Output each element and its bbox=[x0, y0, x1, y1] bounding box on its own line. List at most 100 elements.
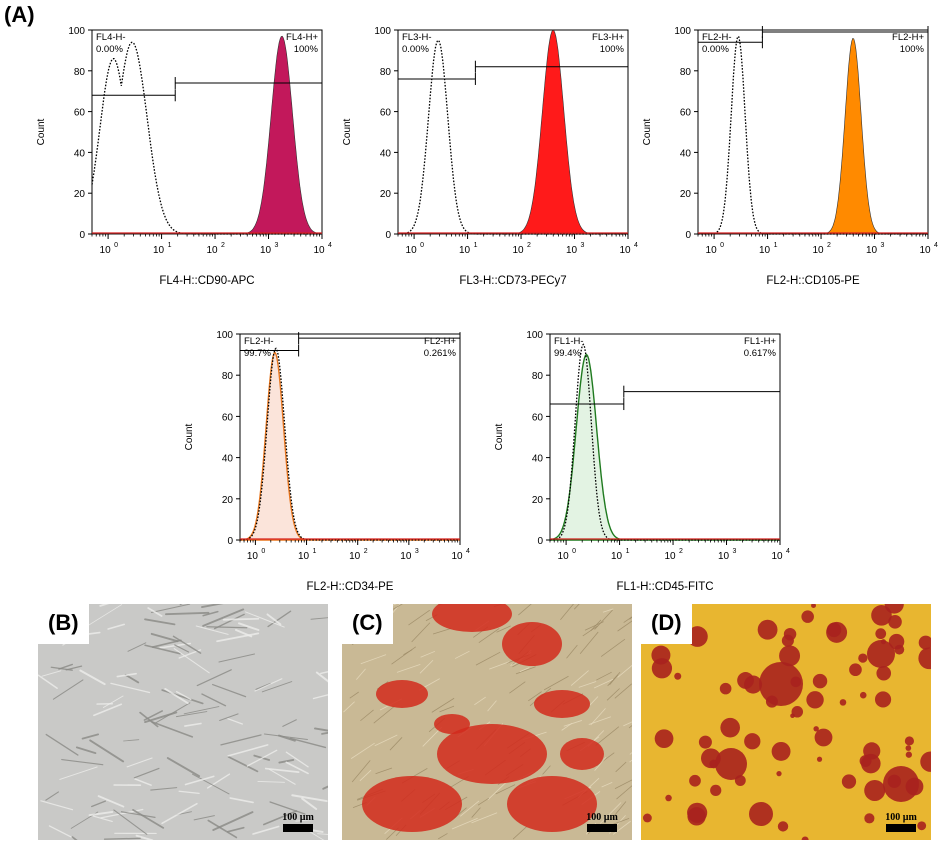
fiber-streak bbox=[431, 697, 455, 713]
fiber-streak bbox=[496, 625, 511, 633]
cell-streak bbox=[132, 809, 165, 829]
cell-streak bbox=[178, 790, 200, 795]
x-tick-exponent-1e4: 4 bbox=[328, 242, 332, 249]
photo-label-c: (C) bbox=[342, 604, 393, 644]
lipid-droplet-cluster bbox=[859, 691, 867, 699]
fiber-streak bbox=[475, 651, 501, 666]
cell-streak bbox=[192, 773, 230, 795]
lipid-droplet-cluster bbox=[864, 779, 886, 802]
fiber-streak bbox=[579, 631, 599, 655]
cell-streak bbox=[285, 751, 309, 768]
y-tick-label-80: 80 bbox=[380, 67, 392, 78]
lipid-droplet-cluster bbox=[861, 753, 881, 774]
cell-streak bbox=[110, 682, 151, 694]
fiber-streak bbox=[609, 674, 619, 686]
cell-streak bbox=[202, 608, 245, 627]
fiber-streak bbox=[459, 800, 480, 817]
cell-streak bbox=[85, 604, 123, 627]
y-tick-label-0: 0 bbox=[685, 230, 691, 241]
fiber-streak bbox=[607, 671, 621, 687]
fiber-streak bbox=[566, 644, 578, 659]
cell-streak bbox=[92, 815, 113, 823]
cell-streak bbox=[226, 826, 245, 833]
fiber-streak bbox=[389, 737, 403, 751]
fiber-streak bbox=[512, 826, 527, 840]
cell-streak bbox=[175, 711, 208, 718]
fiber-streak bbox=[408, 609, 430, 626]
x-tick-exponent-1e2: 2 bbox=[221, 242, 225, 249]
lipid-droplet-cluster bbox=[806, 691, 824, 709]
fiber-streak bbox=[477, 797, 490, 806]
cell-streak bbox=[227, 744, 269, 757]
fiber-streak bbox=[599, 802, 622, 824]
cell-streak bbox=[317, 833, 328, 835]
fiber-streak bbox=[478, 628, 500, 643]
gate-negative-percent: 0.00% bbox=[402, 44, 429, 55]
scale-label-d: 100 µm bbox=[885, 812, 917, 823]
sample-histogram bbox=[398, 29, 628, 235]
y-tick-label-100: 100 bbox=[68, 26, 85, 37]
figure-label-a: (A) bbox=[4, 2, 35, 27]
fiber-streak bbox=[391, 646, 416, 665]
fiber-streak bbox=[350, 742, 375, 759]
cell-streak bbox=[220, 734, 262, 746]
cell-streak bbox=[150, 787, 178, 791]
y-tick-label-40: 40 bbox=[680, 148, 692, 159]
lipid-droplet-cluster bbox=[689, 774, 701, 787]
mineral-deposit bbox=[560, 738, 604, 770]
gate-negative-name: FL1-H- bbox=[554, 336, 584, 347]
cell-streak bbox=[52, 679, 84, 700]
cell-streak bbox=[41, 670, 62, 677]
isotype-control-histogram bbox=[698, 35, 928, 235]
fiber-streak bbox=[487, 700, 497, 712]
lipid-droplet-cluster bbox=[826, 622, 842, 638]
x-tick-exponent-1e4: 4 bbox=[634, 242, 638, 249]
lipid-droplet-cluster bbox=[888, 615, 902, 629]
scale-bar-b: 100 µm bbox=[280, 812, 316, 832]
x-tick-exponent-1e2: 2 bbox=[827, 242, 831, 249]
y-tick-label-60: 60 bbox=[380, 108, 392, 119]
y-tick-label-60: 60 bbox=[680, 108, 692, 119]
cell-streak bbox=[193, 815, 215, 821]
lipid-droplet-cluster bbox=[779, 645, 801, 667]
cell-streak bbox=[183, 706, 220, 715]
fiber-streak bbox=[351, 760, 371, 783]
y-axis-label: Count bbox=[184, 423, 195, 450]
photo-panel-c: (C) 100 µm bbox=[342, 604, 632, 840]
sample-histogram bbox=[549, 353, 780, 541]
cell-streak bbox=[172, 635, 202, 654]
cell-streak bbox=[102, 695, 124, 708]
y-tick-label-20: 20 bbox=[380, 189, 392, 200]
y-tick-label-60: 60 bbox=[222, 412, 234, 423]
cell-streak bbox=[218, 653, 256, 663]
fiber-streak bbox=[611, 801, 627, 819]
lipid-droplet-cluster bbox=[771, 741, 791, 761]
isotype-control-histogram bbox=[397, 39, 628, 235]
x-tick-label-1e0: 10 bbox=[247, 551, 259, 562]
lipid-droplet-cluster bbox=[687, 626, 708, 647]
fiber-streak bbox=[495, 784, 516, 795]
lipid-droplet-cluster bbox=[871, 605, 892, 626]
lipid-droplet-cluster bbox=[759, 662, 803, 706]
y-axis-label: Count bbox=[642, 118, 653, 145]
gate-negative-name: FL2-H- bbox=[702, 32, 732, 43]
lipid-droplet-cluster bbox=[654, 729, 674, 749]
cell-streak bbox=[88, 811, 114, 817]
cell-streak bbox=[252, 825, 280, 835]
lipid-droplet-cluster bbox=[813, 726, 819, 732]
y-tick-label-40: 40 bbox=[222, 454, 234, 465]
lipid-droplet-cluster bbox=[905, 745, 912, 751]
fiber-streak bbox=[615, 761, 627, 773]
y-tick-label-80: 80 bbox=[222, 371, 234, 382]
y-axis-label: Count bbox=[494, 423, 505, 450]
x-tick-label-1e1: 10 bbox=[459, 245, 471, 256]
cell-streak bbox=[126, 757, 153, 768]
lipid-droplet-cluster bbox=[918, 647, 931, 670]
x-tick-label-1e3: 10 bbox=[566, 245, 578, 256]
y-tick-label-20: 20 bbox=[222, 495, 234, 506]
fiber-streak bbox=[411, 622, 431, 643]
cell-streak bbox=[61, 758, 104, 766]
cell-streak bbox=[206, 773, 231, 789]
gate-positive-percent: 0.617% bbox=[744, 348, 777, 359]
cell-streak bbox=[312, 694, 328, 700]
